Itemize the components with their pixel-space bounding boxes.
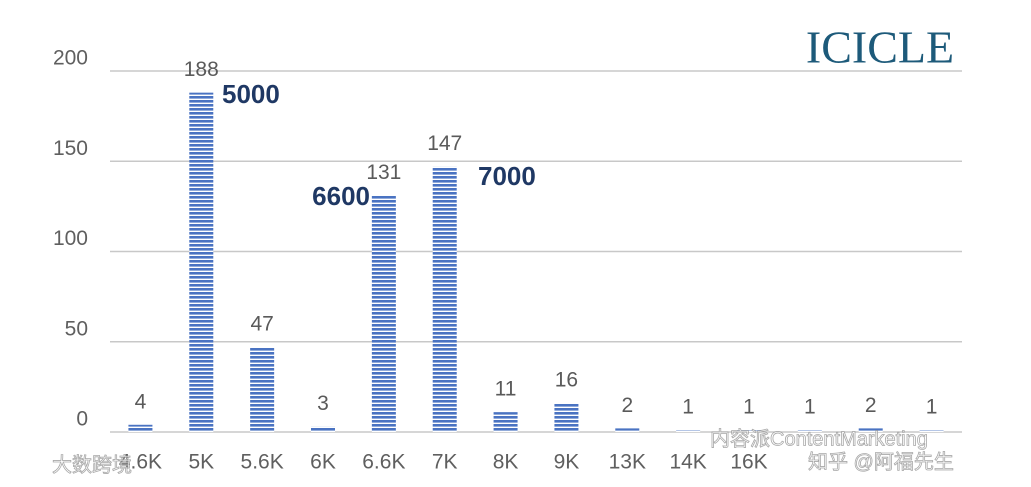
- x-tick-label: 5K: [188, 451, 214, 474]
- x-tick-label: 8K: [493, 451, 519, 474]
- watermark: 内容派ContentMarketing: [710, 427, 928, 450]
- bar: [554, 403, 579, 432]
- bar: [189, 92, 214, 432]
- x-tick-label: 7K: [432, 451, 458, 474]
- bar: [676, 430, 701, 432]
- value-label: 3: [317, 392, 329, 415]
- x-tick-label: 13K: [609, 451, 646, 474]
- y-tick-label: 50: [65, 317, 88, 340]
- x-tick-label: 6.6K: [362, 451, 405, 474]
- value-label: 2: [621, 394, 633, 417]
- value-label: 47: [250, 313, 273, 336]
- value-label: 131: [366, 161, 401, 184]
- value-label: 1: [743, 396, 755, 419]
- logo: ICICLE: [806, 22, 954, 73]
- bar: [615, 428, 640, 432]
- bar: [371, 195, 396, 432]
- value-label: 11: [495, 378, 517, 401]
- x-tick-label: 16K: [730, 451, 767, 474]
- bar: [311, 426, 335, 432]
- x-tick-label: 9K: [554, 451, 580, 474]
- annotation: 5000: [222, 79, 280, 109]
- bar: [737, 430, 761, 432]
- annotation: 6600: [312, 181, 370, 211]
- x-tick-label: 5.6K: [241, 451, 284, 474]
- value-label: 2: [865, 394, 877, 417]
- bar: [919, 430, 944, 432]
- value-label: 1: [682, 396, 694, 419]
- watermark: 大数跨境: [52, 453, 132, 476]
- watermark: 知乎 @阿福先生: [808, 450, 954, 473]
- annotation: 7000: [478, 161, 536, 191]
- bar: [250, 347, 275, 432]
- y-tick-label: 100: [53, 227, 88, 250]
- y-tick-label: 150: [53, 137, 88, 160]
- y-tick-label: 0: [76, 408, 88, 431]
- value-label: 188: [184, 58, 219, 81]
- x-tick-label: 4.6K: [119, 451, 162, 474]
- value-label: 1: [804, 396, 816, 419]
- value-label: 147: [427, 132, 462, 155]
- value-label: 4: [135, 390, 147, 413]
- x-tick-label: 6K: [310, 451, 336, 474]
- value-label: 1: [926, 396, 938, 419]
- bar: [432, 166, 457, 433]
- value-label: 16: [555, 369, 578, 392]
- bar: [797, 430, 822, 432]
- y-tick-label: 200: [53, 47, 88, 70]
- x-tick-label: 14K: [669, 451, 706, 474]
- bar: [128, 424, 153, 432]
- bar: [858, 428, 883, 432]
- bar: [493, 412, 518, 432]
